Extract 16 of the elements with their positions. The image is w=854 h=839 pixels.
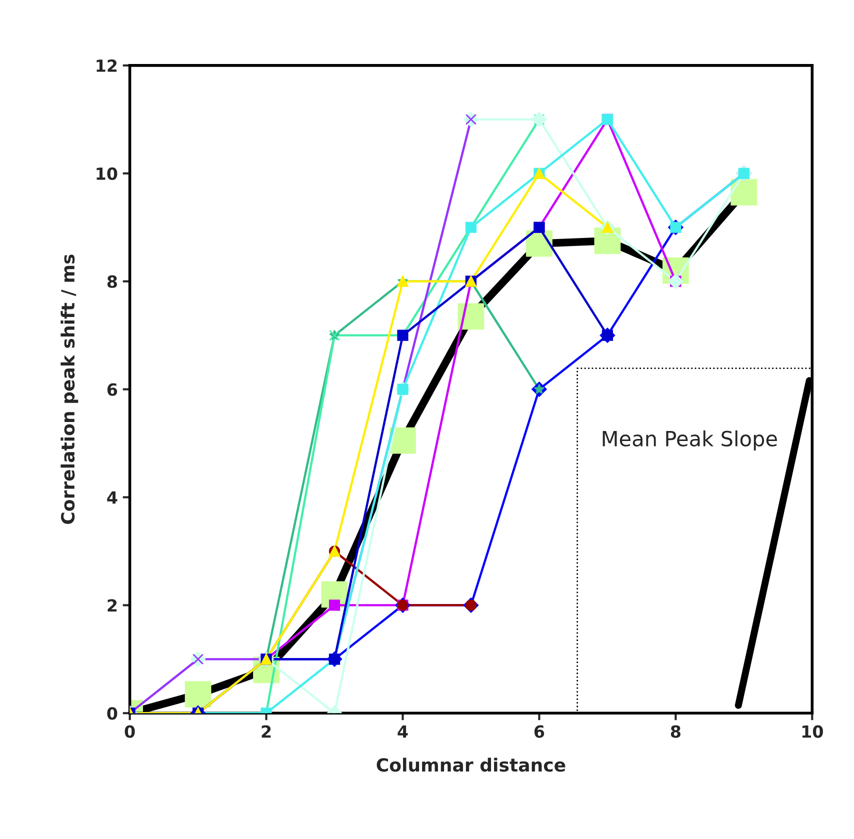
x-axis-title: Columnar distance bbox=[376, 758, 566, 772]
y-axis-title: Correlation peak shift / ms bbox=[60, 254, 78, 524]
y-tick-label: 12 bbox=[96, 59, 117, 72]
y-tick-label: 10 bbox=[96, 167, 118, 180]
x-tick-label: 2 bbox=[262, 725, 271, 738]
x-tick-label: 6 bbox=[534, 725, 544, 738]
x-tick-label: 0 bbox=[124, 725, 135, 738]
y-tick-label: 8 bbox=[107, 275, 117, 288]
x-tick-label: 8 bbox=[670, 725, 680, 738]
y-tick-label: 2 bbox=[108, 599, 117, 612]
x-tick-label: 10 bbox=[802, 725, 823, 738]
y-tick-label: 0 bbox=[107, 707, 118, 720]
x-tick-label: 4 bbox=[398, 725, 408, 738]
y-tick-label: 4 bbox=[107, 491, 118, 504]
y-tick-label: 6 bbox=[107, 383, 118, 396]
text: Mean Peak Slope bbox=[602, 430, 777, 451]
